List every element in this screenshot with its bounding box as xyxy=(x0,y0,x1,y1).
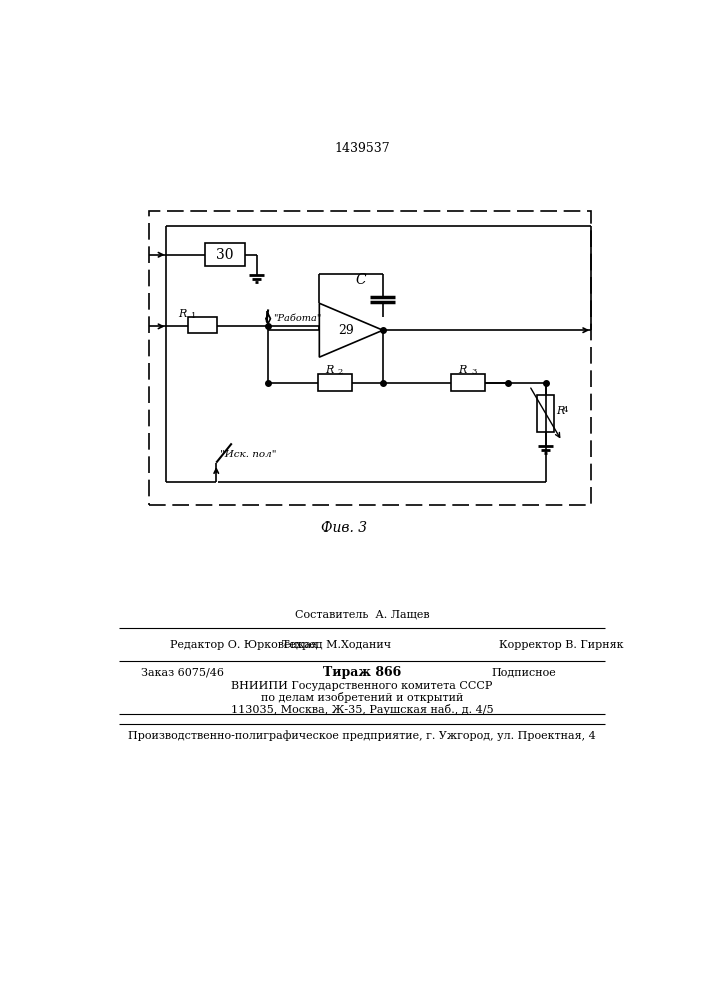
Text: Составитель  А. Лащев: Составитель А. Лащев xyxy=(295,609,429,619)
Text: 1: 1 xyxy=(191,312,196,320)
Text: R: R xyxy=(325,365,333,375)
Text: 1439537: 1439537 xyxy=(334,142,390,155)
Text: "Иск. пол": "Иск. пол" xyxy=(220,450,276,459)
Text: "Работа": "Работа" xyxy=(273,314,321,323)
Text: R: R xyxy=(458,365,467,375)
Text: 2: 2 xyxy=(338,368,343,376)
Bar xyxy=(204,243,245,266)
Text: 30: 30 xyxy=(216,248,233,262)
Text: Заказ 6075/46: Заказ 6075/46 xyxy=(141,668,224,678)
Bar xyxy=(451,374,485,391)
Text: 3: 3 xyxy=(472,368,477,376)
Bar xyxy=(537,395,554,432)
Text: R: R xyxy=(178,309,187,319)
Text: 4: 4 xyxy=(563,406,568,414)
Text: Корректор В. Гирняк: Корректор В. Гирняк xyxy=(499,640,624,650)
Text: Редактор О. Юрковецкая: Редактор О. Юрковецкая xyxy=(170,640,318,650)
Bar xyxy=(187,317,217,333)
Text: 29: 29 xyxy=(338,324,354,337)
Text: Подписное: Подписное xyxy=(491,668,556,678)
Text: C: C xyxy=(355,273,366,287)
Text: Фив. 3: Фив. 3 xyxy=(321,521,367,535)
Text: Производственно-полиграфическое предприятие, г. Ужгород, ул. Проектная, 4: Производственно-полиграфическое предприя… xyxy=(128,731,596,741)
Text: 113035, Москва, Ж-35, Раушская наб., д. 4/5: 113035, Москва, Ж-35, Раушская наб., д. … xyxy=(230,704,493,715)
Bar xyxy=(317,374,352,391)
Text: Техред М.Ходанич: Техред М.Ходанич xyxy=(282,640,391,650)
Text: R: R xyxy=(556,406,565,416)
Text: ВНИИПИ Государственного комитета СССР: ВНИИПИ Государственного комитета СССР xyxy=(231,681,493,691)
Text: Тираж 866: Тираж 866 xyxy=(323,666,401,679)
Text: по делам изобретений и открытий: по делам изобретений и открытий xyxy=(261,692,463,703)
Bar xyxy=(149,211,590,505)
